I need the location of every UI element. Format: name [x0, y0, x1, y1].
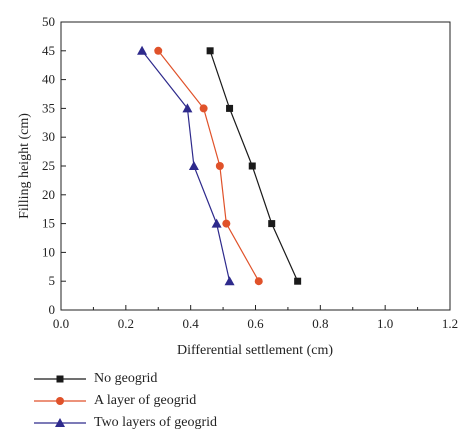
y-tick-label: 40	[42, 72, 55, 87]
chart: 0.0 0.2 0.4 0.6 0.8 1.0 1.2 0 5 10 15 20 25 30 35 40 45…	[17, 14, 458, 358]
legend: No geogrid A layer of geogrid Two layers…	[30, 368, 217, 434]
y-tick-label: 20	[42, 187, 55, 202]
y-axis-ticks: 0 5 10 15 20 25 30 35 40 45 50	[42, 14, 66, 317]
x-tick-label: 0.8	[312, 316, 328, 331]
legend-label: No geogrid	[94, 371, 158, 386]
legend-item-a-layer-of-geogrid: A layer of geogrid	[30, 390, 217, 412]
series-line	[157, 50, 260, 282]
y-tick-label: 10	[42, 244, 55, 259]
x-axis-title: Differential settlement (cm)	[177, 343, 333, 358]
legend-swatch-square-marker	[34, 375, 86, 383]
x-tick-label: 0.2	[118, 316, 134, 331]
x-tick-label: 1.0	[377, 316, 393, 331]
x-tick-label: 0.6	[247, 316, 264, 331]
data-point-square	[268, 220, 276, 228]
legend-label: Two layers of geogrid	[94, 415, 218, 430]
x-tick-label: 1.2	[442, 316, 458, 331]
data-point-triangle	[137, 45, 148, 55]
y-tick-label: 5	[49, 273, 56, 288]
series-circle	[154, 46, 263, 286]
data-point-triangle	[211, 218, 222, 228]
data-point-circle	[254, 277, 263, 286]
legend-swatch-triangle-marker	[34, 418, 86, 427]
y-tick-label: 50	[42, 14, 55, 29]
x-tick-label: 0.4	[183, 316, 200, 331]
data-point-circle	[215, 162, 224, 170]
legend-item-two-layers-of-geogrid: Two layers of geogrid	[30, 412, 217, 434]
legend-marker-circle	[56, 397, 64, 405]
y-tick-label: 15	[42, 216, 55, 231]
data-point-triangle	[188, 161, 199, 170]
data-point-circle	[222, 219, 231, 228]
series-triangle	[137, 45, 235, 286]
legend-label: A layer of geogrid	[94, 393, 197, 408]
x-axis-ticks: 0.0 0.2 0.4 0.6 0.8 1.0 1.2	[53, 305, 458, 331]
y-tick-label: 45	[42, 43, 55, 58]
data-point-circle	[154, 46, 163, 55]
data-point-triangle	[182, 103, 193, 113]
data-point-square	[226, 104, 234, 112]
data-point-triangle	[224, 276, 235, 286]
data-point-circle	[199, 104, 208, 113]
y-tick-label: 25	[42, 158, 55, 173]
legend-item-no-geogrid: No geogrid	[30, 368, 217, 390]
y-tick-label: 0	[49, 302, 56, 317]
y-tick-label: 35	[42, 100, 55, 115]
data-point-square	[294, 277, 302, 285]
y-tick-label: 30	[42, 129, 55, 144]
series-square	[206, 47, 302, 285]
data-point-square	[248, 162, 256, 170]
y-axis-title: Filling height (cm)	[17, 113, 32, 219]
legend-marker-triangle	[55, 418, 65, 427]
legend-swatch-circle-marker	[34, 397, 86, 405]
legend-marker-square	[56, 375, 64, 383]
x-tick-label: 0.0	[53, 316, 69, 331]
data-point-square	[206, 47, 214, 55]
series-layer	[137, 45, 302, 286]
